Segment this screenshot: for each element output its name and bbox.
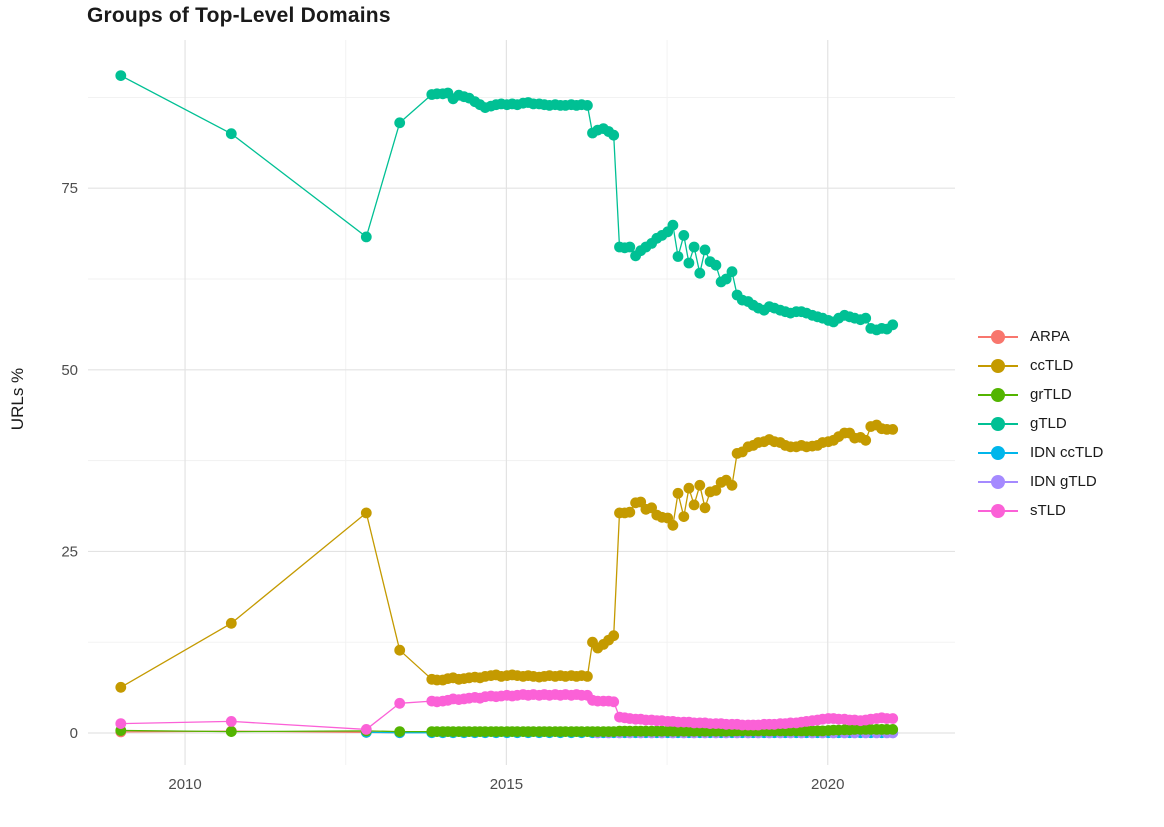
major-gridlines xyxy=(88,40,955,765)
data-point xyxy=(582,100,593,111)
data-point xyxy=(678,230,690,241)
data-point xyxy=(860,434,872,446)
legend-item-cctld: ccTLD xyxy=(978,351,1103,380)
data-point xyxy=(678,511,690,522)
series-gtld xyxy=(115,70,899,336)
data-point xyxy=(360,724,372,735)
data-point xyxy=(225,726,237,737)
data-point xyxy=(672,487,684,499)
data-point xyxy=(360,507,372,519)
legend-item-grtld: grTLD xyxy=(978,380,1103,409)
data-point xyxy=(225,716,237,727)
data-point xyxy=(860,312,872,324)
data-point xyxy=(699,244,711,256)
data-point xyxy=(115,718,127,729)
data-point xyxy=(726,266,738,278)
data-point xyxy=(582,671,593,682)
y-tick-label: 50 xyxy=(61,362,78,379)
minor-gridlines xyxy=(88,40,955,765)
y-tick-label: 75 xyxy=(61,180,78,197)
legend-label: IDN gTLD xyxy=(1030,473,1097,490)
chart-title: Groups of Top-Level Domains xyxy=(87,4,391,27)
x-tick-label: 2020 xyxy=(811,776,844,793)
legend-label: ARPA xyxy=(1030,328,1070,345)
legend-key-icon xyxy=(978,503,1018,518)
data-point xyxy=(887,319,899,331)
data-point xyxy=(608,630,620,642)
legend-item-gtld: gTLD xyxy=(978,409,1103,438)
legend-key-icon xyxy=(978,416,1018,431)
data-point xyxy=(608,696,620,708)
data-point xyxy=(608,129,620,141)
data-point xyxy=(394,644,406,656)
legend-key-icon xyxy=(978,329,1018,344)
y-tick-label: 0 xyxy=(70,725,78,742)
data-point xyxy=(694,479,706,491)
series-cctld xyxy=(115,419,899,693)
legend-label: ccTLD xyxy=(1030,357,1074,374)
x-tick-label: 2015 xyxy=(490,776,523,793)
data-point xyxy=(726,479,738,491)
y-tick-label: 25 xyxy=(61,543,78,560)
legend: ARPA ccTLD grTLD gTLD IDN ccTLD IDN gTLD sTLD xyxy=(978,322,1103,525)
data-point xyxy=(394,117,406,129)
data-point xyxy=(115,681,127,693)
series-grtld xyxy=(115,724,899,737)
series-stld xyxy=(115,689,899,735)
data-point xyxy=(683,257,695,269)
data-point xyxy=(225,128,237,140)
legend-item-idn-gtld: IDN gTLD xyxy=(978,467,1103,496)
data-point xyxy=(225,617,237,629)
data-point xyxy=(672,251,684,262)
x-tick-label: 2010 xyxy=(168,776,201,793)
data-point xyxy=(887,424,899,435)
data-point xyxy=(115,70,127,81)
legend-label: grTLD xyxy=(1030,386,1072,403)
legend-key-icon xyxy=(978,387,1018,402)
legend-item-arpa: ARPA xyxy=(978,322,1103,351)
data-point xyxy=(688,499,700,511)
legend-item-stld: sTLD xyxy=(978,496,1103,525)
legend-key-icon xyxy=(978,358,1018,373)
legend-label: IDN ccTLD xyxy=(1030,444,1104,461)
data-point xyxy=(667,519,679,531)
legend-key-icon xyxy=(978,474,1018,489)
data-point xyxy=(683,482,695,494)
data-point xyxy=(887,713,899,724)
data-point xyxy=(360,231,372,243)
data-point xyxy=(720,273,732,285)
data-point xyxy=(688,241,700,253)
legend-label: gTLD xyxy=(1030,415,1067,432)
data-point xyxy=(624,241,636,253)
legend-key-icon xyxy=(978,445,1018,460)
data-point xyxy=(694,267,706,279)
data-point xyxy=(710,485,722,496)
data-point xyxy=(394,726,406,737)
data-point xyxy=(887,724,899,735)
data-point xyxy=(710,259,722,271)
legend-label: sTLD xyxy=(1030,502,1066,519)
data-point xyxy=(394,697,406,709)
legend-item-idn-cctld: IDN ccTLD xyxy=(978,438,1103,467)
data-point xyxy=(667,219,679,231)
data-point xyxy=(624,506,636,518)
data-point xyxy=(699,502,711,514)
tick-labels: 0 25 50 75 2010 2015 2020 xyxy=(61,180,844,793)
